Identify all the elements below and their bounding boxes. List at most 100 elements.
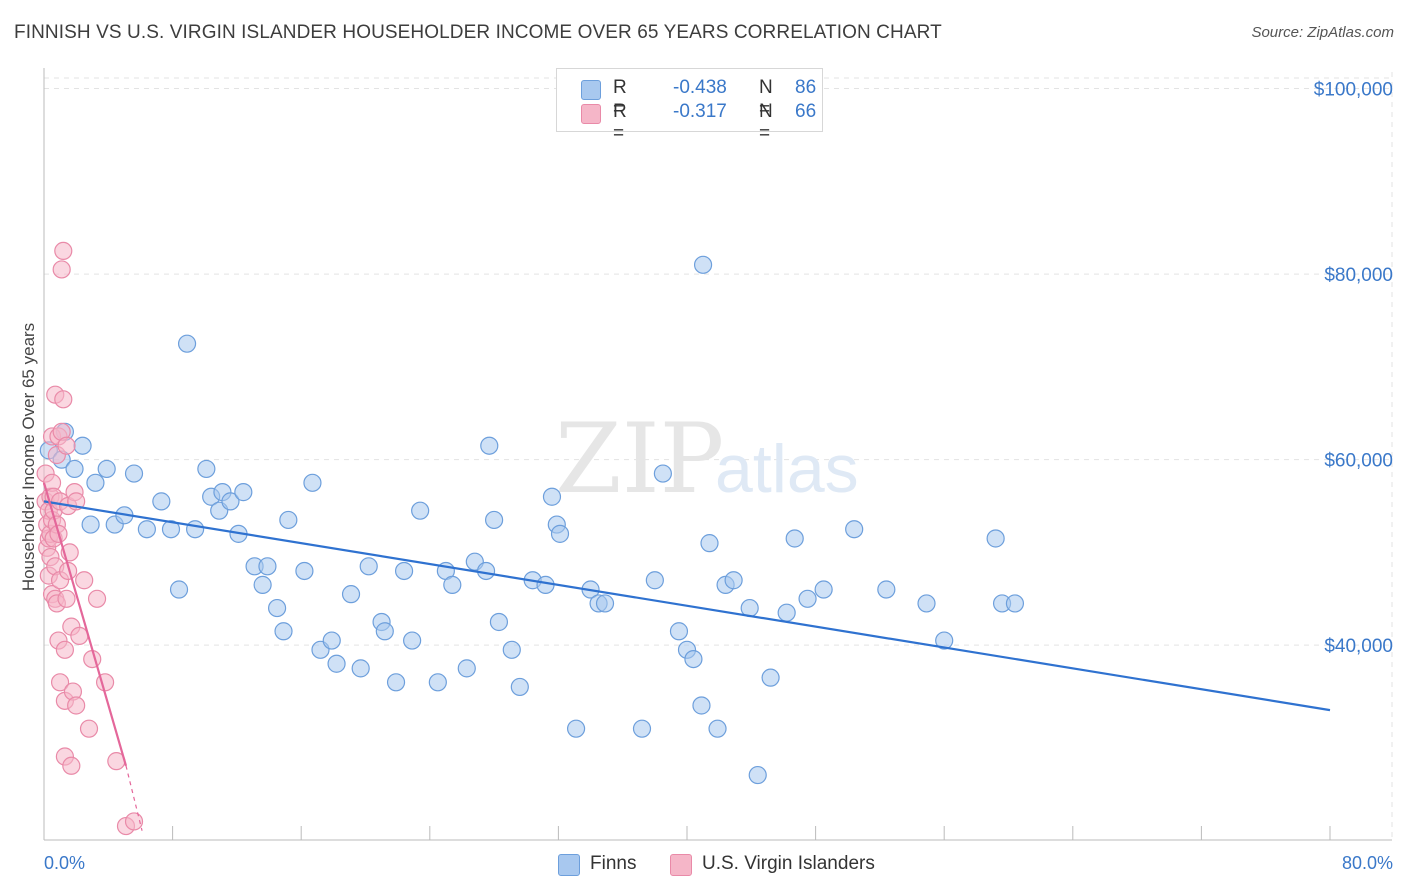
y-axis-label: Householder Income Over 65 years xyxy=(19,323,38,591)
finns-point xyxy=(73,436,92,455)
finns-point xyxy=(169,580,189,599)
finns-point xyxy=(566,719,586,738)
usvi-point xyxy=(57,589,76,608)
finns-point xyxy=(595,594,615,613)
finns-point xyxy=(1005,594,1025,613)
finns-point xyxy=(748,765,767,785)
usvi-point xyxy=(57,436,76,455)
finns-point xyxy=(777,603,796,622)
finns-point xyxy=(161,520,181,539)
finns-point xyxy=(221,492,240,511)
finns-point xyxy=(785,529,804,548)
finns-trend-line xyxy=(43,500,1331,712)
finns-point xyxy=(152,492,171,511)
finns-point xyxy=(653,464,672,483)
finns-point xyxy=(761,668,780,687)
x-tick-labels: 0.0% 80.0% xyxy=(44,853,1393,873)
finns-point xyxy=(724,571,743,590)
legend-r-label: R = xyxy=(613,101,627,144)
bottom-legend-label-usvi: U.S. Virgin Islanders xyxy=(702,853,875,874)
usvi-point xyxy=(87,589,107,608)
finns-point xyxy=(411,501,430,520)
finns-point xyxy=(814,580,833,599)
finns-point xyxy=(700,534,719,553)
watermark: ZIP atlas xyxy=(555,403,859,515)
finns-point xyxy=(476,561,496,581)
usvi-point xyxy=(50,673,70,692)
finns-point xyxy=(536,575,555,594)
legend-r-value: -0.317 xyxy=(673,101,727,122)
finns-point xyxy=(303,473,322,492)
finns-point xyxy=(485,510,504,530)
finns-point xyxy=(86,473,105,492)
finns-point xyxy=(327,654,346,673)
usvi-points xyxy=(36,241,144,836)
finns-point xyxy=(65,459,84,479)
finns-point xyxy=(267,598,287,618)
finns-point xyxy=(693,255,713,274)
x-tick-label: 0.0% xyxy=(44,853,85,873)
usvi-trend-extension xyxy=(125,765,143,831)
finns-point xyxy=(295,561,314,581)
legend-swatch-finns xyxy=(581,80,601,100)
finns-point xyxy=(684,649,703,669)
watermark-zip: ZIP xyxy=(555,403,724,515)
finns-point xyxy=(935,631,954,650)
usvi-point xyxy=(55,640,74,659)
legend-n-value: 66 xyxy=(795,101,817,122)
gridlines xyxy=(44,72,1393,840)
y-tick-label: $80,000 xyxy=(1324,265,1393,286)
finns-point xyxy=(669,622,689,641)
finns-point xyxy=(253,575,272,594)
watermark-atlas: atlas xyxy=(715,431,859,507)
finns-point xyxy=(197,459,216,479)
finns-point xyxy=(542,487,562,506)
usvi-point xyxy=(52,260,71,279)
finns-point xyxy=(97,459,116,479)
legend-n-value: 86 xyxy=(795,77,817,98)
bottom-legend-label-finns: Finns xyxy=(590,853,637,874)
finns-point xyxy=(550,524,570,543)
finns-point xyxy=(186,520,205,539)
usvi-point xyxy=(124,812,144,831)
finns-point xyxy=(375,622,394,641)
finns-point xyxy=(798,589,817,608)
bottom-legend-swatch-usvi xyxy=(670,854,692,876)
legend-r-label: R = xyxy=(613,77,627,120)
usvi-point xyxy=(75,571,94,590)
usvi-trend-line xyxy=(42,482,128,767)
usvi-point xyxy=(54,390,73,409)
chart-title: FINNISH VS U.S. VIRGIN ISLANDER HOUSEHOL… xyxy=(14,22,942,43)
finns-point xyxy=(81,515,100,534)
finns-point xyxy=(510,677,529,697)
finns-point xyxy=(489,612,509,632)
finns-point xyxy=(386,673,406,692)
finns-point xyxy=(986,529,1005,548)
usvi-point xyxy=(67,696,86,715)
finns-point xyxy=(632,719,652,738)
finns-point xyxy=(322,631,341,650)
finns-point xyxy=(351,659,370,678)
usvi-point xyxy=(54,241,73,261)
finns-point xyxy=(443,575,462,594)
finns-point xyxy=(341,585,361,604)
usvi-point xyxy=(79,719,99,738)
source-attribution: Source: ZipAtlas.com xyxy=(1251,24,1394,41)
finns-point xyxy=(917,594,936,613)
finns-point xyxy=(692,696,711,715)
finns-point xyxy=(177,334,197,353)
correlation-legend: R = -0.438 N = 86 R = -0.317 N = 66 xyxy=(556,68,823,144)
finns-point xyxy=(258,557,277,576)
finns-point xyxy=(708,719,727,738)
usvi-point xyxy=(62,756,81,775)
x-tick-label: 80.0% xyxy=(1342,853,1393,873)
y-tick-label: $40,000 xyxy=(1324,636,1393,657)
legend-n-label: N = xyxy=(759,101,773,144)
usvi-point xyxy=(70,626,89,646)
finns-point xyxy=(480,436,499,455)
finns-point xyxy=(457,659,476,678)
finns-point xyxy=(124,464,144,483)
bottom-legend-swatch-finns xyxy=(558,854,580,876)
legend-swatch-usvi xyxy=(581,104,601,124)
